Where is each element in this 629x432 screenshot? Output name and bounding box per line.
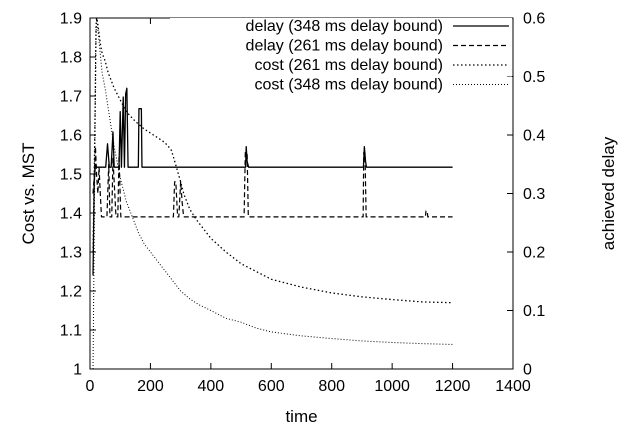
x-tick-label: 1000	[374, 378, 410, 395]
y2-tick-label: 0	[523, 362, 532, 379]
legend-item-background	[170, 18, 512, 36]
y2-tick-label: 0.1	[523, 303, 545, 320]
x-tick-label: 1200	[435, 378, 471, 395]
x-tick-label: 600	[258, 378, 285, 395]
y2-tick-label: 0.6	[523, 11, 545, 28]
y-tick-label: 1	[73, 362, 82, 379]
legend-item: delay (348 ms delay bound)	[170, 18, 512, 36]
axis-ticks: 0 200 400 600 800 1000 1200 1400 1 1.1 1.2 1.3 1.4 1.…	[60, 11, 546, 396]
plot-area	[92, 18, 453, 369]
x-tick-label: 1400	[495, 378, 531, 395]
y2-tick-label: 0.3	[523, 186, 545, 203]
legend-label: cost (348 ms delay bound)	[254, 77, 443, 94]
y-tick-label: 1.3	[60, 245, 82, 262]
legend-item: cost (348 ms delay bound)	[170, 76, 512, 95]
legend-item-background	[170, 76, 512, 95]
legend-item-background	[170, 37, 512, 56]
y2-axis-title: achieved delay	[599, 136, 618, 250]
y-tick-label: 1.7	[60, 89, 82, 106]
x-tick-label: 0	[86, 378, 95, 395]
x-axis-title: time	[285, 407, 317, 426]
y2-tick-label: 0.4	[523, 128, 545, 145]
legend: delay (348 ms delay bound) delay (261 ms …	[170, 18, 512, 95]
legend-label: delay (261 ms delay bound)	[246, 38, 443, 55]
series-line-2	[92, 146, 453, 218]
y-tick-label: 1.9	[60, 11, 82, 28]
legend-item: delay (261 ms delay bound)	[170, 37, 512, 56]
x-tick-label: 400	[198, 378, 225, 395]
y-tick-label: 1.6	[60, 128, 82, 145]
y-tick-label: 1.5	[60, 167, 82, 184]
y-axis-title: Cost vs. MST	[19, 142, 38, 244]
legend-label: cost (261 ms delay bound)	[254, 57, 443, 74]
y2-tick-label: 0.2	[523, 245, 545, 262]
y-tick-label: 1.2	[60, 284, 82, 301]
series-line-4	[92, 18, 453, 369]
legend-item: cost (261 ms delay bound)	[170, 57, 512, 75]
x-tick-label: 800	[318, 378, 345, 395]
y-tick-label: 1.4	[60, 206, 82, 223]
legend-label: delay (348 ms delay bound)	[246, 18, 443, 35]
y2-tick-label: 0.5	[523, 69, 545, 86]
legend-item-background	[170, 57, 512, 75]
y-tick-label: 1.1	[60, 323, 82, 340]
series-line-1	[92, 87, 453, 276]
x-tick-label: 200	[137, 378, 164, 395]
y-tick-label: 1.8	[60, 50, 82, 67]
